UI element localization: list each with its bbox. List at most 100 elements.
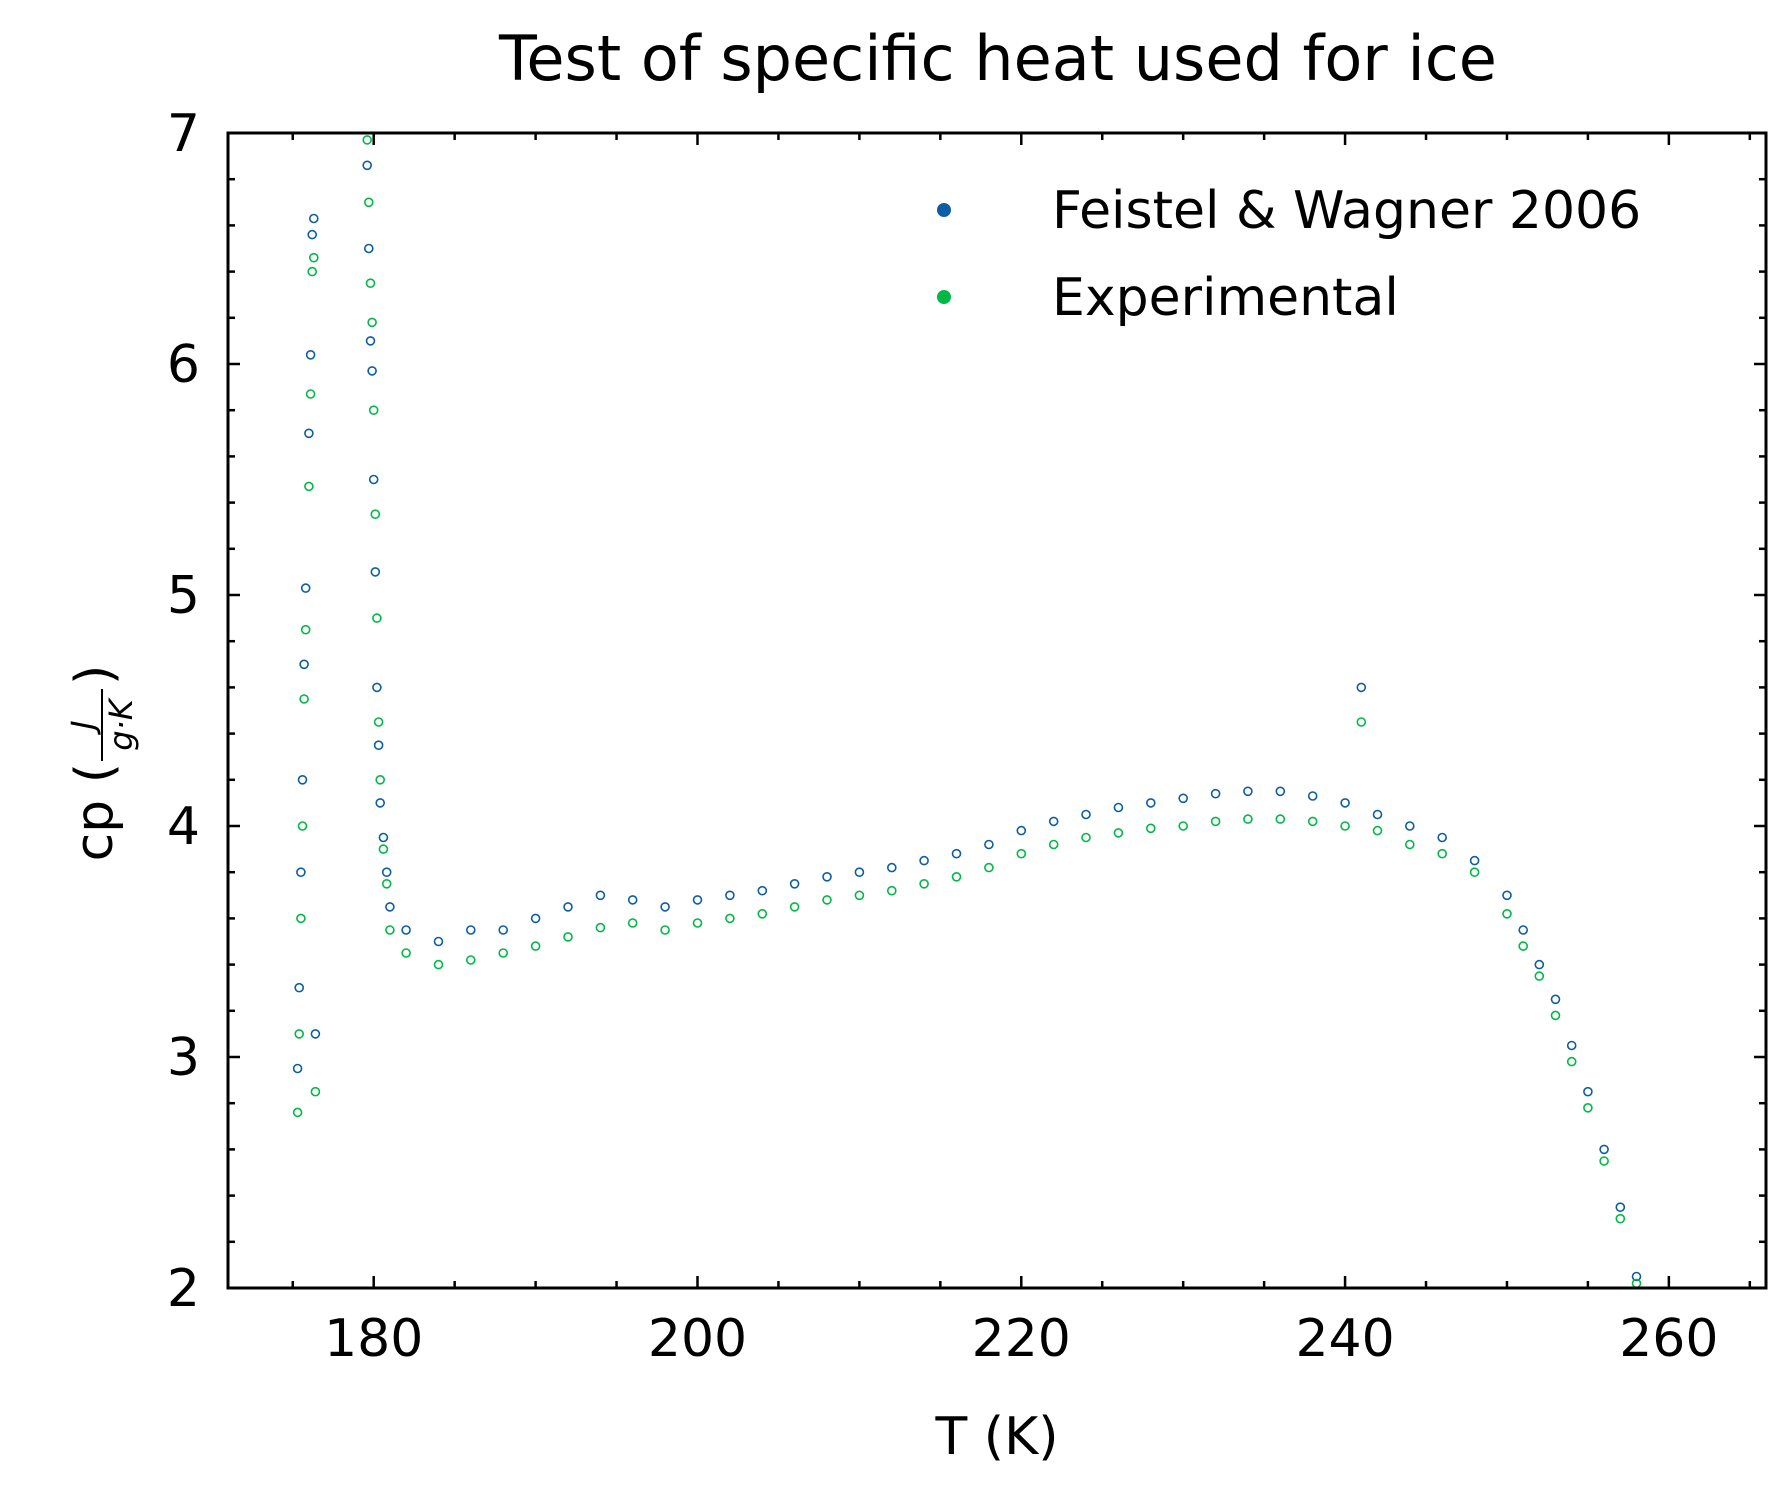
- data-point: [530, 941, 541, 951]
- data-point: [296, 913, 306, 924]
- data-point: [381, 867, 392, 878]
- data-point: [1243, 814, 1253, 824]
- data-point: [886, 885, 897, 896]
- data-point: [308, 252, 319, 263]
- data-point: [1146, 823, 1156, 834]
- legend-marker-experimental: [937, 290, 951, 304]
- data-point: [307, 266, 318, 277]
- data-point: [370, 567, 381, 577]
- y-tick-label: 4: [167, 797, 200, 857]
- data-point: [1307, 791, 1318, 801]
- x-tick-label: 260: [1619, 1309, 1718, 1369]
- data-point: [297, 774, 308, 785]
- data-point: [299, 694, 309, 704]
- legend-marker-feistel-wagner: [937, 203, 951, 217]
- legend-label-feistel-wagner: Feistel & Wagner 2006: [1052, 181, 1641, 241]
- data-point: [373, 717, 384, 727]
- data-point: [725, 890, 735, 901]
- data-point: [305, 349, 316, 360]
- data-point: [299, 659, 309, 670]
- data-point: [1405, 821, 1415, 831]
- data-point: [1566, 1040, 1577, 1051]
- y-axis-unit-denominator: g·K: [102, 696, 140, 750]
- data-point: [919, 855, 929, 866]
- data-point: [1566, 1056, 1577, 1067]
- data-point: [1307, 816, 1318, 827]
- data-point: [367, 317, 377, 328]
- series-0: [292, 160, 1642, 1282]
- data-point: [692, 895, 703, 905]
- data-point: [300, 583, 311, 593]
- data-point: [757, 885, 768, 896]
- data-point: [296, 867, 306, 878]
- data-point: [385, 902, 395, 912]
- data-point: [465, 925, 476, 935]
- data-point: [363, 197, 374, 208]
- data-point: [1016, 825, 1027, 836]
- data-point: [1534, 971, 1545, 981]
- data-point: [1518, 941, 1528, 951]
- data-point: [627, 895, 638, 905]
- data-point: [595, 922, 606, 933]
- data-point: [1275, 786, 1286, 797]
- data-point: [362, 135, 373, 145]
- data-point: [370, 509, 381, 520]
- x-tick-label: 220: [972, 1309, 1071, 1369]
- data-point: [1631, 1271, 1642, 1282]
- data-point: [304, 481, 314, 492]
- y-axis-title-prefix: cp (: [65, 763, 125, 861]
- data-point: [1340, 821, 1350, 831]
- data-point: [757, 908, 768, 919]
- data-point: [401, 925, 411, 935]
- data-point: [310, 1029, 321, 1039]
- data-point: [307, 229, 318, 240]
- data-point: [919, 878, 929, 889]
- data-point: [372, 613, 382, 623]
- y-tick-label: 6: [167, 335, 200, 395]
- data-point: [297, 821, 308, 831]
- legend: Feistel & Wagner 2006 Experimental: [937, 181, 1641, 328]
- data-point: [365, 336, 376, 346]
- data-point: [1048, 816, 1059, 827]
- data-point: [310, 1086, 321, 1097]
- x-tick-label: 240: [1295, 1309, 1394, 1369]
- data-point: [1275, 814, 1286, 824]
- legend-label-experimental: Experimental: [1052, 268, 1399, 328]
- data-point: [465, 955, 476, 965]
- data-point: [498, 925, 509, 935]
- data-point: [1583, 1103, 1593, 1113]
- data-point: [292, 1107, 303, 1118]
- data-point: [375, 774, 386, 785]
- data-point: [1437, 848, 1447, 859]
- data-point: [1016, 848, 1027, 859]
- data-point: [1146, 798, 1156, 808]
- data-points: [292, 135, 1642, 1289]
- data-point: [1243, 786, 1253, 797]
- data-point: [1502, 908, 1512, 919]
- data-point: [308, 213, 319, 224]
- data-point: [1437, 832, 1447, 843]
- data-point: [1405, 839, 1415, 850]
- data-point: [984, 839, 994, 850]
- y-tick-label: 5: [167, 566, 200, 626]
- data-point: [378, 832, 389, 843]
- x-axis-title: T (K): [935, 1407, 1059, 1467]
- data-point: [1550, 1010, 1561, 1021]
- data-point: [1583, 1086, 1593, 1097]
- chart-title: Test of specific heat used for ice: [498, 22, 1497, 95]
- data-point: [1081, 809, 1091, 820]
- data-point: [294, 982, 305, 993]
- data-point: [294, 1029, 305, 1039]
- y-tick-label: 7: [167, 104, 200, 164]
- data-point: [498, 948, 509, 958]
- y-axis-title-suffix: ): [65, 665, 125, 685]
- data-point: [365, 278, 376, 289]
- y-tick-label: 3: [167, 1028, 200, 1088]
- data-point: [984, 862, 994, 873]
- tick-labels: 180 200 220 240 260 2 3 4 5 6 7: [167, 104, 1719, 1369]
- data-point: [1518, 925, 1528, 935]
- data-point: [1599, 1144, 1609, 1155]
- data-point: [378, 844, 389, 854]
